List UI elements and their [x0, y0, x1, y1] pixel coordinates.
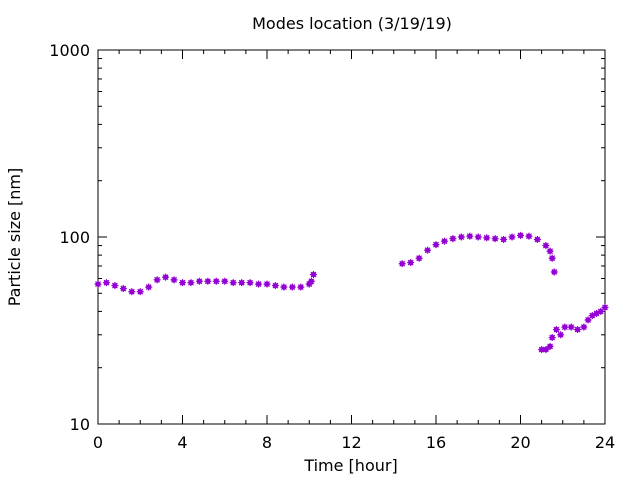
data-point — [593, 309, 601, 317]
data-point — [255, 280, 263, 288]
data-point — [542, 242, 550, 250]
y-tick-label: 100 — [59, 228, 90, 247]
data-point — [550, 268, 558, 276]
data-point — [466, 232, 474, 240]
data-point — [263, 280, 271, 288]
data-point — [491, 235, 499, 243]
data-point — [307, 277, 315, 285]
data-point — [221, 277, 229, 285]
x-tick-label: 0 — [93, 433, 103, 452]
data-point — [128, 288, 136, 296]
x-tick-label: 8 — [262, 433, 272, 452]
data-point — [187, 279, 195, 287]
data-point — [449, 235, 457, 243]
x-tick-label: 4 — [177, 433, 187, 452]
data-point — [170, 276, 178, 284]
data-point — [474, 233, 482, 241]
data-point — [548, 254, 556, 262]
data-point — [415, 254, 423, 262]
chart-title: Modes location (3/19/19) — [252, 14, 452, 33]
data-point — [557, 331, 565, 339]
x-tick-label: 16 — [426, 433, 446, 452]
data-point — [457, 233, 465, 241]
y-tick-label: 10 — [70, 415, 90, 434]
data-point — [580, 323, 588, 331]
data-point — [119, 285, 127, 293]
plot-frame — [97, 49, 606, 425]
data-point — [440, 237, 448, 245]
data-point — [483, 234, 491, 242]
data-point — [204, 277, 212, 285]
data-point — [546, 342, 554, 350]
data-point — [111, 282, 119, 290]
data-point — [288, 283, 296, 291]
data-point — [297, 283, 305, 291]
data-point — [561, 323, 569, 331]
data-point — [552, 326, 560, 334]
data-point — [546, 247, 554, 255]
data-point — [246, 279, 254, 287]
data-point — [153, 276, 161, 284]
data-point — [195, 277, 203, 285]
x-tick-label: 20 — [510, 433, 530, 452]
data-point — [533, 235, 541, 243]
data-point — [548, 334, 556, 342]
data-point — [212, 277, 220, 285]
data-point — [398, 260, 406, 268]
data-point — [542, 346, 550, 354]
axis-tick-labels: 0 4 8 12 16 20 24 10 100 1000 — [49, 41, 615, 452]
data-point — [136, 288, 144, 296]
data-point — [145, 283, 153, 291]
data-point — [280, 283, 288, 291]
data-point — [584, 316, 592, 324]
data-point — [407, 259, 415, 267]
y-axis-label: Particle size [nm] — [5, 168, 24, 307]
data-point — [94, 280, 102, 288]
data-point — [508, 233, 516, 241]
data-point — [102, 279, 110, 287]
data-point — [597, 307, 605, 315]
data-point — [601, 303, 609, 311]
data-point — [517, 231, 524, 239]
data-point — [567, 323, 575, 331]
data-point — [432, 241, 440, 249]
data-point — [525, 232, 533, 240]
data-point — [424, 246, 432, 254]
data-point — [229, 279, 237, 287]
x-axis-label: Time [hour] — [303, 456, 397, 475]
data-point — [162, 273, 170, 281]
data-point — [271, 282, 279, 290]
data-point — [179, 279, 186, 287]
y-tick-label: 1000 — [49, 41, 90, 60]
data-point — [309, 271, 317, 279]
data-point — [238, 279, 246, 287]
data-point — [588, 312, 596, 320]
axis-ticks — [97, 49, 606, 425]
x-tick-label: 12 — [341, 433, 361, 452]
x-tick-label: 24 — [595, 433, 615, 452]
data-points — [94, 231, 609, 354]
data-point — [574, 326, 582, 334]
data-point — [500, 235, 508, 243]
